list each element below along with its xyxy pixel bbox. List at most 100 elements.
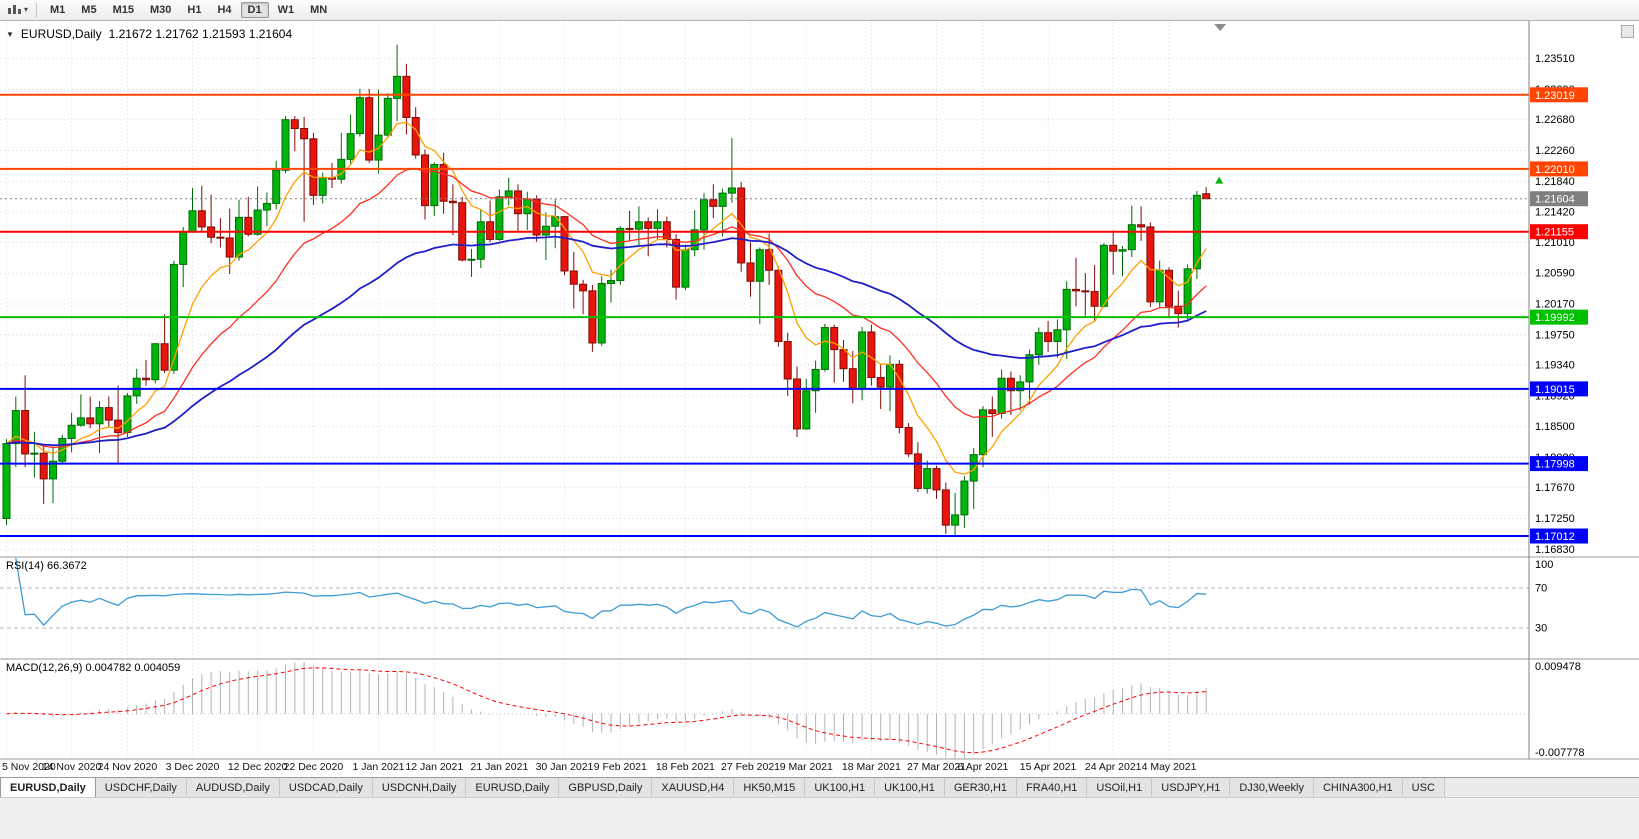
rsi-label: RSI(14) 66.3672 — [6, 560, 87, 572]
timeframe-group: M1 M5 M15 M30 H1 H4 D1 W1 MN — [42, 2, 335, 18]
chart-shift-marker[interactable] — [1214, 24, 1227, 31]
current-price-badge-text: 1.21604 — [1535, 194, 1575, 206]
ma-line-8 — [6, 121, 1207, 475]
bars-glyph — [8, 4, 21, 14]
up-arrow-marker — [1215, 176, 1224, 184]
candlestick-chart-icon[interactable]: ▾ — [4, 3, 31, 18]
date-label: 12 Dec 2020 — [228, 761, 288, 773]
date-label: 15 Apr 2021 — [1020, 761, 1077, 773]
price-level-badge-text: 1.21155 — [1535, 227, 1574, 239]
price-level-badge[interactable] — [1530, 87, 1588, 103]
price-tick-label: 1.16830 — [1535, 544, 1575, 556]
price-tick-label: 1.17250 — [1535, 513, 1575, 525]
price-level-badge-text: 1.23019 — [1535, 90, 1575, 102]
price-tick-label: 1.20590 — [1535, 268, 1575, 280]
chart-tab-4[interactable]: USDCNH,Daily — [372, 778, 467, 797]
chart-tab-9[interactable]: UK100,H1 — [805, 778, 876, 797]
chart-tab-17[interactable]: USC — [1402, 778, 1445, 797]
chart-tab-1[interactable]: USDCHF,Daily — [95, 778, 187, 797]
grid — [0, 22, 1529, 758]
timeframe-button-m15[interactable]: M15 — [112, 4, 134, 16]
chart-corner-button[interactable] — [1621, 25, 1634, 38]
timeframe-button-m30[interactable]: M30 — [149, 4, 172, 16]
price-level-badge[interactable] — [1530, 456, 1588, 472]
status-bar — [0, 797, 1639, 839]
date-label: 4 May 2021 — [1142, 761, 1197, 773]
date-label: 6 Apr 2021 — [958, 761, 1009, 773]
price-level-badge-text: 1.17998 — [1535, 459, 1575, 471]
chart-tab-7[interactable]: XAUUSD,H4 — [652, 778, 735, 797]
price-level-badge-text: 1.19992 — [1535, 312, 1575, 324]
date-label: 3 Dec 2020 — [166, 761, 220, 773]
chart-tab-11[interactable]: GER30,H1 — [944, 778, 1018, 797]
rsi-tick-label: 30 — [1535, 623, 1547, 635]
price-tick-label: 1.21840 — [1535, 176, 1575, 188]
date-label: 24 Apr 2021 — [1085, 761, 1142, 773]
chevron-down-icon: ▾ — [24, 5, 29, 14]
timeframe-button-mn[interactable]: MN — [310, 4, 328, 16]
macd-signal-line — [6, 667, 1207, 754]
date-label: 18 Mar 2021 — [842, 761, 901, 773]
chart-tab-2[interactable]: AUDUSD,Daily — [186, 778, 280, 797]
macd-tick-label: 0.009478 — [1535, 661, 1581, 673]
rsi-tick-label: 70 — [1535, 583, 1547, 595]
current-price-badge[interactable] — [1530, 191, 1588, 207]
chart-tab-13[interactable]: USOil,H1 — [1087, 778, 1153, 797]
chart-tab-5[interactable]: EURUSD,Daily — [466, 778, 560, 797]
chart-tab-14[interactable]: USDJPY,H1 — [1152, 778, 1231, 797]
macd-tick-label: -0.007778 — [1535, 747, 1585, 759]
price-tick-label: 1.18500 — [1535, 421, 1575, 433]
chart-tab-12[interactable]: FRA40,H1 — [1017, 778, 1088, 797]
chart-tab-6[interactable]: GBPUSD,Daily — [559, 778, 653, 797]
price-level-badge[interactable] — [1530, 309, 1588, 325]
rsi-tick-label: 100 — [1535, 559, 1553, 571]
price-level-badge[interactable] — [1530, 381, 1588, 397]
price-level-badge[interactable] — [1530, 161, 1588, 177]
macd-label: MACD(12,26,9) 0.004782 0.004059 — [6, 662, 181, 674]
date-label: 22 Dec 2020 — [284, 761, 344, 773]
price-level-badge-text: 1.22010 — [1535, 164, 1575, 176]
chart-tabs-bar: EURUSD,Daily USDCHF,Daily AUDUSD,Daily USDC… — [0, 777, 1639, 797]
timeframe-toolbar: ▾ M1 M5 M15 M30 H1 H4 D1 W1 MN — [0, 0, 1639, 21]
macd-histogram — [15, 661, 1207, 758]
ohlc-values: 1.21672 1.21762 1.21593 1.21604 — [108, 27, 293, 41]
ma-line-21 — [6, 167, 1207, 449]
chart-tab-3[interactable]: USDCAD,Daily — [279, 778, 373, 797]
price-tick-label: 1.19750 — [1535, 329, 1575, 341]
chart-tab-0[interactable]: EURUSD,Daily — [0, 778, 96, 797]
price-level-badge[interactable] — [1530, 528, 1588, 544]
price-tick-label: 1.19340 — [1535, 360, 1575, 372]
chart-tab-15[interactable]: DJ30,Weekly — [1230, 778, 1314, 797]
price-tick-label: 1.23510 — [1535, 53, 1575, 65]
price-level-badge-text: 1.19015 — [1535, 384, 1575, 396]
date-label: 5 Nov 2020 — [2, 761, 56, 773]
price-tick-label: 1.21420 — [1535, 207, 1575, 219]
price-chart-canvas[interactable]: 1.235101.230901.226801.222601.218401.214… — [0, 21, 1639, 777]
timeframe-button-h4[interactable]: H4 — [217, 4, 232, 16]
price-level-badge-text: 1.17012 — [1535, 531, 1575, 543]
price-tick-label: 1.20170 — [1535, 299, 1575, 311]
date-label: 30 Jan 2021 — [536, 761, 594, 773]
timeframe-button-m1[interactable]: M1 — [50, 4, 66, 16]
date-label: 9 Feb 2021 — [594, 761, 647, 773]
price-tick-label: 1.17670 — [1535, 482, 1575, 494]
timeframe-button-w1[interactable]: W1 — [277, 4, 295, 16]
toolbar-separator — [36, 3, 38, 17]
date-label: 14 Nov 2020 — [42, 761, 102, 773]
date-label: 27 Mar 2021 — [907, 761, 966, 773]
chart-tab-10[interactable]: UK100,H1 — [875, 778, 945, 797]
symbol-label: EURUSD,Daily — [20, 27, 102, 41]
chart-tab-16[interactable]: CHINA300,H1 — [1313, 778, 1403, 797]
triangle-down-icon[interactable]: ▼ — [6, 29, 14, 39]
timeframe-button-m5[interactable]: M5 — [81, 4, 97, 16]
date-label: 1 Jan 2021 — [353, 761, 405, 773]
date-label: 21 Jan 2021 — [470, 761, 528, 773]
timeframe-button-d1[interactable]: D1 — [240, 2, 269, 18]
rsi-line — [15, 557, 1207, 628]
chart-tab-8[interactable]: HK50,M15 — [734, 778, 806, 797]
timeframe-button-h1[interactable]: H1 — [187, 4, 202, 16]
price-tick-label: 1.22260 — [1535, 145, 1575, 157]
price-level-badge[interactable] — [1530, 224, 1588, 240]
ma-line-50 — [6, 235, 1207, 447]
